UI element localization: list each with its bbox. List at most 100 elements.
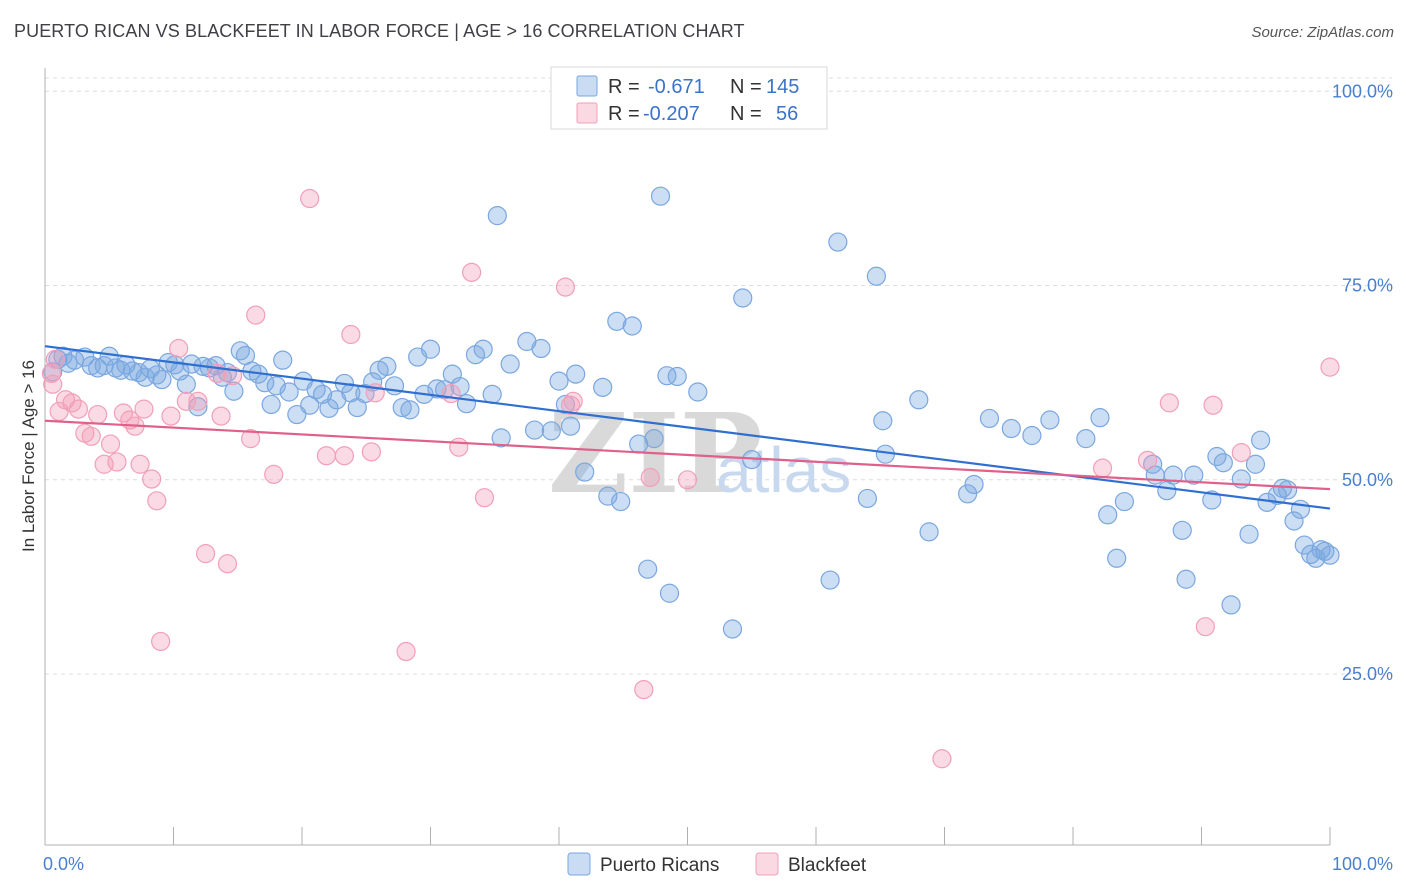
point-1-25 — [196, 544, 216, 564]
point-0-107 — [1001, 418, 1021, 439]
point-0-133 — [1277, 480, 1298, 500]
point-1-36 — [341, 324, 361, 345]
point-0-105 — [964, 474, 984, 495]
point-0-40 — [287, 404, 307, 425]
point-0-80 — [593, 377, 613, 397]
point-1-35 — [334, 446, 355, 466]
point-1-42 — [462, 262, 482, 282]
point-0-22 — [176, 374, 196, 394]
point-0-134 — [1284, 511, 1304, 531]
point-0-100 — [873, 411, 893, 431]
point-0-81 — [598, 486, 618, 506]
point-0-88 — [650, 186, 671, 206]
point-0-30 — [224, 381, 244, 401]
point-1-34 — [316, 446, 337, 466]
point-1-37 — [361, 442, 381, 462]
point-0-68 — [487, 206, 507, 226]
point-0-91 — [667, 366, 687, 387]
point-0-18 — [152, 369, 172, 390]
y-tick-label-2: 75.0% — [1342, 276, 1393, 296]
point-1-54 — [1195, 617, 1215, 637]
point-0-104 — [958, 484, 978, 504]
point-1-6 — [68, 399, 89, 419]
point-0-69 — [491, 428, 511, 448]
point-0-124 — [1213, 453, 1233, 473]
point-0-90 — [659, 583, 680, 603]
point-0-89 — [657, 366, 677, 386]
axes — [44, 68, 1331, 846]
y-axis-label: In Labor Force | Age > 16 — [19, 360, 38, 552]
point-1-27 — [211, 406, 231, 426]
point-0-129 — [1251, 430, 1271, 450]
point-1-53 — [1159, 393, 1179, 413]
point-0-24 — [188, 397, 208, 417]
point-0-125 — [1221, 595, 1241, 615]
legend-top: R = -0.671 N = 145 R = -0.207 N = 56 — [550, 66, 828, 130]
point-0-86 — [638, 559, 658, 579]
legend-n-value-0: 145 — [766, 76, 799, 98]
point-0-94 — [733, 288, 753, 308]
series-puerto-ricans — [43, 186, 1340, 639]
legend-r-value-1: -0.207 — [643, 103, 700, 125]
legend-n-label-1: N = — [730, 103, 762, 125]
point-0-97 — [828, 232, 848, 252]
point-0-76 — [555, 394, 576, 415]
legend-n-value-1: 56 — [776, 103, 798, 125]
point-1-16 — [130, 454, 150, 474]
trend-lines — [44, 345, 1331, 510]
point-1-55 — [1203, 395, 1223, 415]
point-0-110 — [1076, 429, 1096, 449]
data-points — [41, 186, 1340, 769]
point-0-114 — [1114, 491, 1135, 512]
point-0-121 — [1184, 465, 1204, 485]
point-0-99 — [866, 266, 886, 286]
point-0-77 — [560, 416, 581, 436]
point-1-52 — [1137, 450, 1158, 470]
point-0-73 — [531, 338, 551, 359]
point-1-31 — [246, 305, 266, 325]
legend-label-blackfeet: Blackfeet — [788, 855, 867, 876]
point-1-19 — [147, 491, 167, 511]
point-0-55 — [392, 397, 412, 418]
point-0-74 — [541, 421, 561, 441]
legend-swatch-puerto-ricans-bottom — [567, 852, 591, 876]
point-0-75 — [549, 371, 569, 391]
point-1-28 — [217, 554, 238, 574]
point-0-113 — [1107, 548, 1127, 568]
point-0-122 — [1202, 490, 1222, 510]
x-tick-label-1: 100.0% — [1332, 854, 1393, 874]
legend-n-label-0: N = — [730, 76, 762, 98]
point-1-12 — [107, 452, 127, 472]
point-1-20 — [151, 631, 171, 652]
point-0-87 — [644, 429, 664, 449]
point-0-83 — [611, 491, 631, 512]
point-1-11 — [100, 434, 121, 454]
point-1-17 — [134, 399, 154, 419]
point-0-60 — [427, 379, 447, 399]
point-0-93 — [722, 619, 743, 639]
y-tick-label-3: 100.0% — [1332, 81, 1393, 101]
point-0-67 — [482, 384, 502, 404]
trend-line-1 — [44, 419, 1331, 491]
point-0-64 — [456, 394, 477, 414]
point-0-39 — [279, 382, 299, 402]
legend-r-label-0: R = — [608, 76, 640, 98]
point-1-22 — [169, 338, 189, 359]
point-1-32 — [264, 464, 284, 484]
tick-labels: 25.0% 50.0% 75.0% 100.0% 0.0% 100.0% — [43, 81, 1393, 874]
point-0-82 — [607, 311, 627, 331]
point-1-24 — [188, 391, 208, 411]
point-1-1 — [43, 374, 63, 394]
point-0-50 — [355, 383, 375, 404]
legend-swatch-puerto-ricans — [576, 75, 598, 97]
point-0-106 — [979, 408, 1000, 429]
point-0-53 — [377, 356, 397, 376]
point-1-44 — [555, 277, 576, 297]
point-1-43 — [474, 488, 495, 508]
point-0-66 — [473, 339, 493, 359]
point-0-98 — [857, 488, 878, 509]
point-1-49 — [677, 470, 698, 490]
point-1-2 — [45, 349, 65, 369]
point-1-47 — [634, 679, 654, 700]
